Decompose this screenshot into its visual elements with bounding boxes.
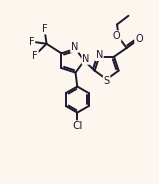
- Text: N: N: [82, 54, 90, 64]
- Text: N: N: [96, 50, 103, 60]
- Text: O: O: [135, 34, 143, 44]
- Text: S: S: [104, 76, 110, 86]
- Text: Cl: Cl: [72, 121, 83, 131]
- Text: F: F: [32, 51, 38, 61]
- Text: F: F: [29, 37, 35, 47]
- Text: O: O: [113, 31, 121, 41]
- Text: F: F: [42, 24, 48, 34]
- Text: N: N: [71, 42, 78, 52]
